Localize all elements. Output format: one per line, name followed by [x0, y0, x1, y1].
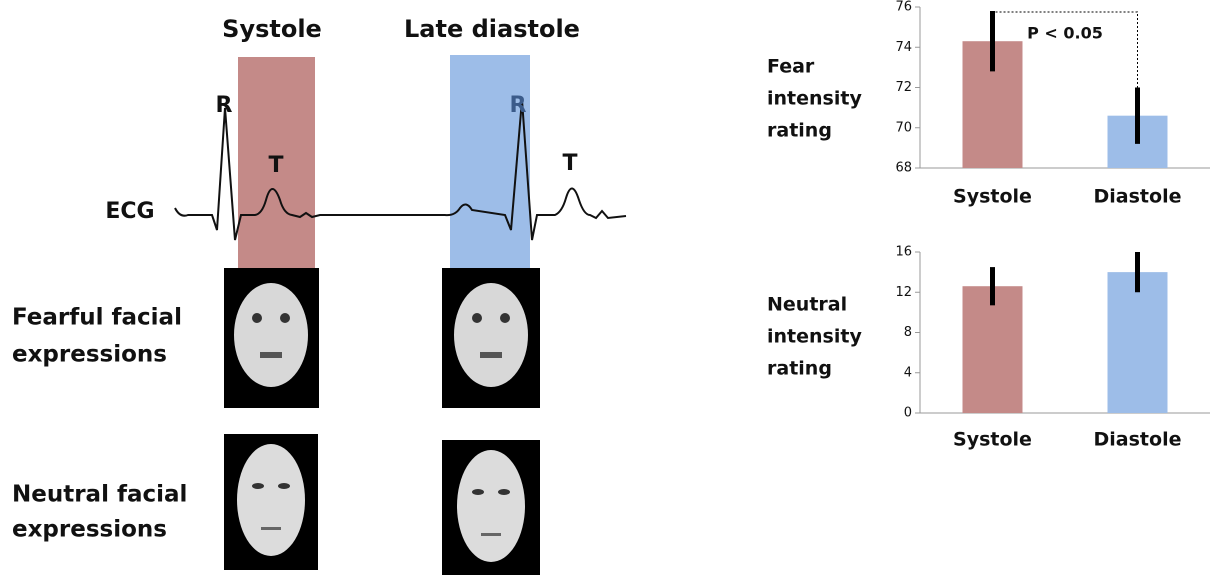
y-tick-label: 12 — [895, 285, 912, 300]
fearful-face — [442, 268, 540, 408]
figure: Systole Late diastole ECG R T R T Fearfu… — [0, 0, 1217, 577]
x-tick-label: Diastole — [1094, 429, 1182, 451]
annotation: P < 0.05 — [1027, 24, 1103, 43]
y-tick-label: 70 — [895, 120, 912, 135]
fearful-face — [224, 268, 319, 408]
diastole-window — [450, 55, 530, 270]
phase-label: Systole — [222, 15, 322, 43]
x-tick-label: Systole — [953, 429, 1032, 451]
page: Systole Late diastole ECG R T R T Fearfu… — [0, 0, 1217, 577]
neutral-face — [442, 440, 540, 575]
y-axis-label: intensity — [767, 88, 862, 110]
bar — [1108, 272, 1168, 413]
y-tick-label: 8 — [904, 325, 912, 340]
neutral-face — [224, 434, 318, 570]
row-label: expressions — [12, 342, 167, 368]
y-tick-label: 74 — [895, 40, 912, 55]
y-axis-label: rating — [767, 120, 832, 142]
x-tick-label: Diastole — [1094, 186, 1182, 208]
y-tick-label: 68 — [895, 161, 912, 176]
row-label: expressions — [12, 517, 167, 543]
y-axis-label: rating — [767, 358, 832, 380]
phase-label: Late diastole — [404, 15, 580, 43]
y-axis-label: Neutral — [767, 294, 847, 316]
row-label: Neutral facial — [12, 482, 187, 508]
row-label: Fearful facial — [12, 305, 182, 331]
x-tick-label: Systole — [953, 186, 1032, 208]
y-tick-label: 76 — [895, 0, 912, 15]
y-axis-label: Fear — [767, 56, 815, 78]
y-axis-label: intensity — [767, 326, 862, 348]
y-tick-label: 16 — [895, 245, 912, 260]
wave-label: T — [268, 153, 283, 178]
y-tick-label: 4 — [904, 365, 912, 380]
wave-label: T — [562, 151, 577, 176]
y-tick-label: 72 — [895, 80, 912, 95]
y-tick-label: 0 — [904, 406, 912, 421]
wave-label: R — [510, 93, 527, 118]
wave-label: R — [216, 93, 233, 118]
ecg-label: ECG — [105, 199, 154, 224]
